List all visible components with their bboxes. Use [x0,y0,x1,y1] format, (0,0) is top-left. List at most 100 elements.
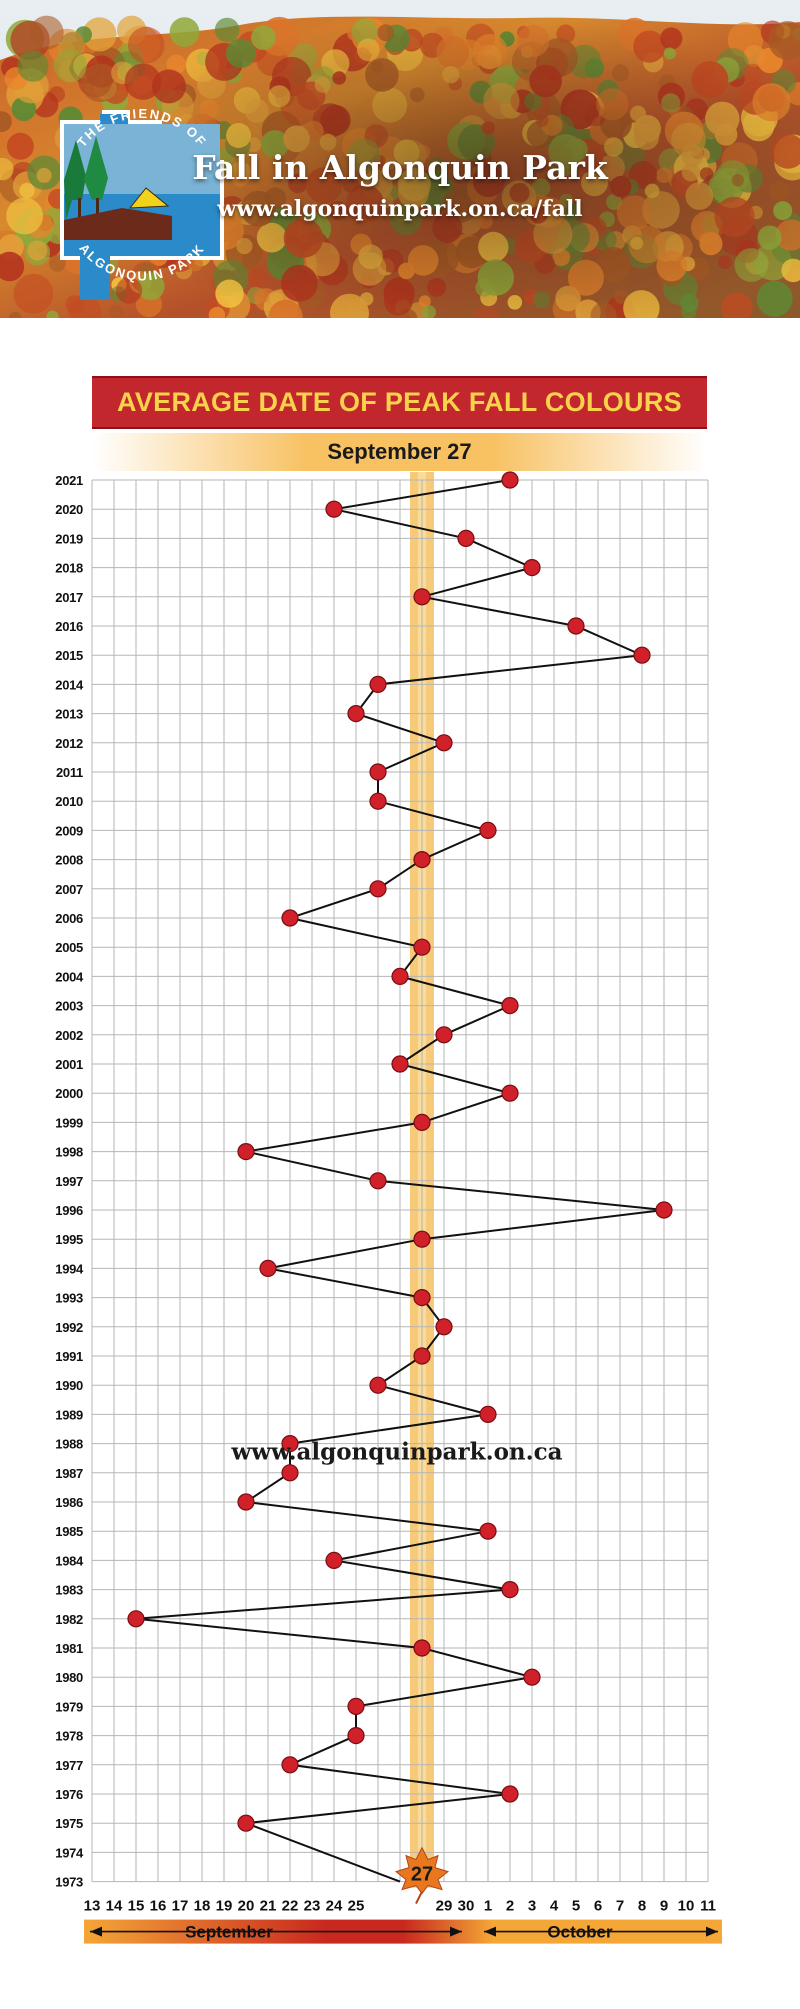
data-point [369,675,387,694]
y-tick-label: 1987 [55,1466,83,1481]
data-point [479,1522,497,1540]
x-tick-label: 3 [528,1898,536,1915]
y-tick-label: 1975 [55,1816,83,1831]
x-tick-label: 22 [282,1898,299,1915]
data-point [237,1493,255,1511]
y-tick-label: 1974 [55,1845,84,1860]
y-tick-label: 1996 [55,1203,83,1218]
y-tick-label: 1989 [55,1407,83,1422]
data-point [391,967,409,986]
data-point [259,1259,277,1278]
data-point [501,471,519,489]
friends-of-algonquin-logo: THE FRIENDS OF ALGONQUIN PARK [60,106,224,300]
y-tick-label: 2012 [55,736,83,751]
october-label: October [547,1923,613,1942]
x-tick-label: 17 [172,1898,189,1915]
data-point [457,529,475,548]
x-tick-label: 20 [238,1898,255,1915]
data-point [413,850,431,869]
maple-leaf-stem [415,1891,423,1905]
y-tick-label: 2007 [55,882,83,897]
y-tick-label: 2017 [55,590,83,605]
y-tick-label: 1983 [55,1583,83,1598]
data-point [501,1084,519,1102]
y-tick-label: 2010 [55,794,83,809]
x-tick-label: 23 [304,1898,321,1915]
x-tick-label: 21 [260,1898,277,1915]
y-tick-label: 1997 [55,1174,83,1189]
y-tick-label: 1994 [55,1261,84,1276]
data-point [413,588,431,606]
september-arrow-right [450,1926,462,1937]
y-tick-label: 1993 [55,1291,83,1306]
y-tick-label: 2000 [55,1086,83,1101]
data-point [369,880,387,898]
y-tick-label: 1979 [55,1699,83,1714]
data-point [281,909,299,927]
data-point [501,996,519,1015]
data-point [479,1405,497,1424]
data-point [413,1230,431,1248]
average-date-label: September 27 [327,439,472,464]
y-tick-label: 2003 [55,999,83,1014]
x-tick-label: 13 [84,1898,101,1915]
data-point [413,1113,431,1132]
x-tick-label: 16 [150,1898,167,1915]
data-point [435,1318,453,1336]
y-tick-label: 2004 [55,969,84,984]
y-tick-label: 1984 [55,1553,84,1568]
y-tick-label: 1995 [55,1232,83,1247]
x-tick-label: 30 [458,1898,475,1915]
september-label: September [185,1923,273,1942]
data-point [281,1756,299,1774]
x-tick-label: 5 [572,1898,580,1915]
data-point [369,1172,387,1190]
y-tick-label: 1990 [55,1378,83,1393]
x-tick-label: 29 [436,1898,453,1915]
y-tick-label: 2019 [55,531,83,546]
october-arrow-left [484,1926,496,1937]
y-tick-label: 1992 [55,1320,83,1335]
y-tick-label: 2001 [55,1057,83,1072]
y-tick-label: 1988 [55,1437,83,1452]
data-point [435,734,453,752]
x-tick-label: 25 [348,1898,365,1915]
x-tick-label: 14 [106,1898,123,1915]
x-tick-label: 2 [506,1898,514,1915]
y-tick-label: 2015 [55,648,83,663]
data-point [391,1055,409,1073]
y-tick-label: 1999 [55,1115,83,1130]
data-point [413,1288,431,1307]
header-banner: THE FRIENDS OF ALGONQUIN PARK Fall in Al… [0,0,800,318]
y-tick-label: 1998 [55,1145,83,1160]
chart-title: AVERAGE DATE OF PEAK FALL COLOURS [92,376,707,429]
y-tick-label: 1991 [55,1349,83,1364]
x-tick-label: 4 [550,1898,559,1915]
y-tick-label: 1986 [55,1495,83,1510]
data-point [633,646,651,664]
x-tick-label: 24 [326,1898,343,1915]
average-day-label: 27 [411,1864,433,1886]
x-tick-label: 18 [194,1898,211,1915]
y-tick-label: 1980 [55,1670,83,1685]
data-point [237,1814,255,1832]
banner-url: www.algonquinpark.on.ca/fall [217,196,583,222]
y-tick-label: 1982 [55,1612,83,1627]
y-tick-label: 2014 [55,677,84,692]
data-point [413,938,431,956]
x-tick-label: 8 [638,1898,646,1915]
data-point [523,1668,541,1686]
y-tick-label: 1985 [55,1524,83,1539]
y-tick-label: 2013 [55,707,83,722]
data-point [413,1639,431,1657]
y-tick-label: 2021 [55,473,83,488]
data-point [435,1026,453,1044]
data-point [413,1347,431,1365]
peak-colour-chart: 2021202020192018201720162015201420132012… [55,471,722,1944]
x-tick-label: 7 [616,1898,624,1915]
banner-title: Fall in Algonquin Park [192,148,608,187]
x-tick-label: 15 [128,1898,145,1915]
y-tick-label: 1973 [55,1875,83,1890]
october-arrow-right [706,1926,718,1937]
average-date-band [92,433,707,471]
